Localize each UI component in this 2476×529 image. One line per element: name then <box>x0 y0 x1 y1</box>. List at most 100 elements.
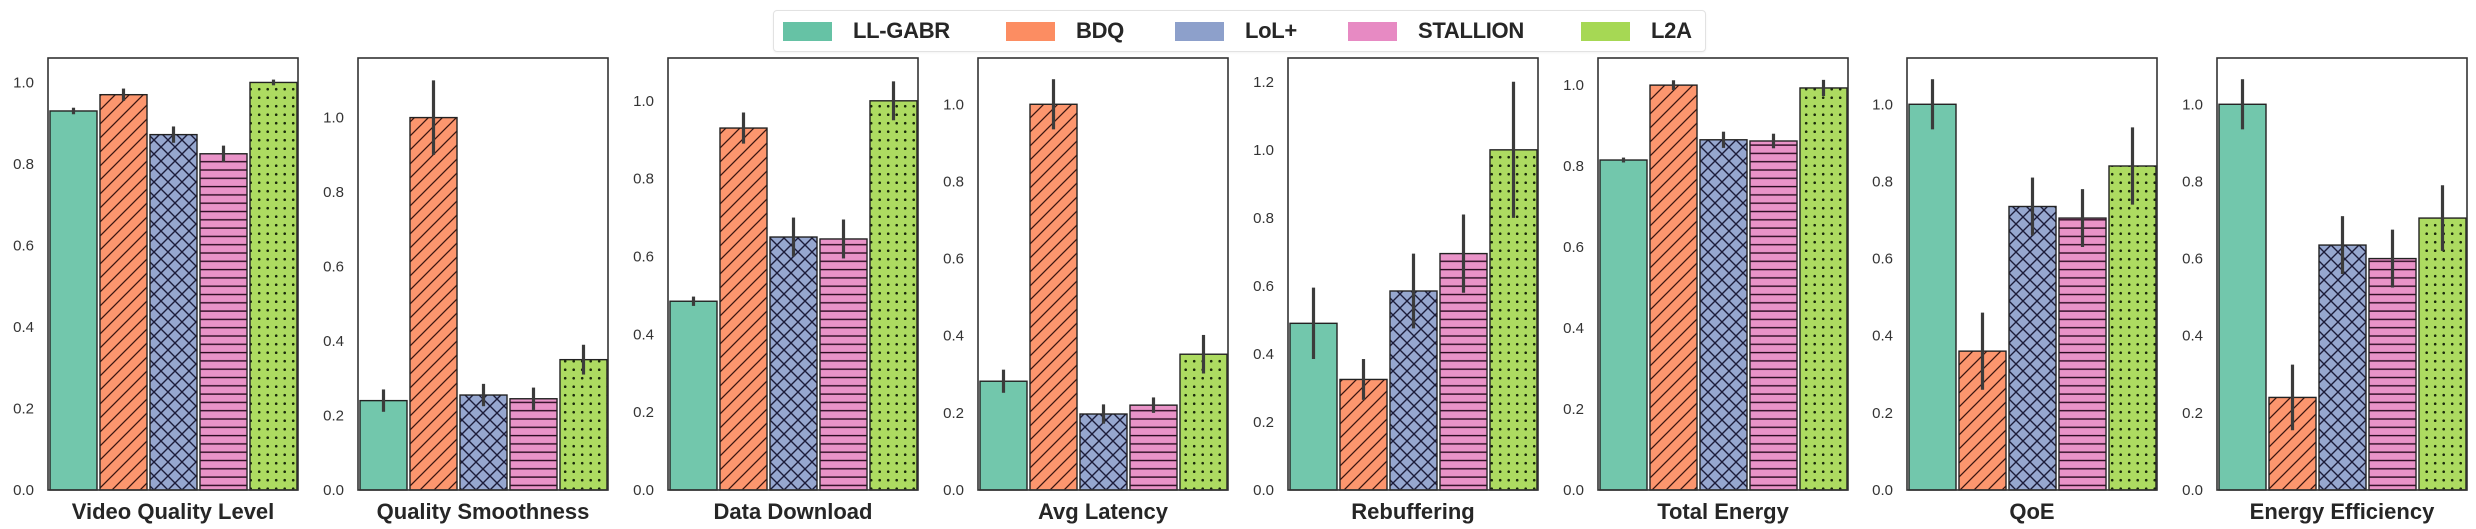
legend: LL-GABR BDQ LoL+ STALLION L2A <box>773 10 1706 52</box>
subplots: 0.0 0.2 0.4 0.6 0.8 1.0 Video Quality Level 0.0… <box>13 57 2468 524</box>
legend-swatch <box>1175 21 1224 41</box>
y-tick-label: 0.8 <box>2182 173 2203 190</box>
y-tick-label: 0.6 <box>2182 251 2203 268</box>
y-tick-label: 0.2 <box>1563 401 1584 418</box>
y-tick-label: 0.2 <box>633 404 654 421</box>
bar-hatch-bdq <box>1650 85 1697 490</box>
legend-label: LL-GABR <box>853 18 950 43</box>
y-tick-label: 0.4 <box>943 328 964 345</box>
y-tick-label: 0.4 <box>2182 328 2203 345</box>
y-tick-label: 0.6 <box>323 259 344 276</box>
y-tick-label: 0.6 <box>943 251 964 268</box>
y-tick-label: 0.6 <box>1563 239 1584 256</box>
axes-frame <box>1906 57 2158 491</box>
bar-hatch-stallion <box>2369 258 2416 490</box>
bar-hatch-l2a <box>250 82 297 491</box>
y-tick-label: 1.0 <box>1563 77 1584 94</box>
bar-hatch-stallion <box>1440 253 1487 490</box>
y-tick-label: 0.6 <box>13 237 34 254</box>
bar-hatch-stallion <box>510 398 557 490</box>
y-tick-label: 1.0 <box>1872 96 1893 113</box>
y-tick-label: 0.4 <box>323 333 344 350</box>
subplot-avg-latency: 0.0 0.2 0.4 0.6 0.8 1.0 Avg Latency <box>943 57 1229 524</box>
y-tick-label: 0.2 <box>323 408 344 425</box>
y-tick-label: 1.0 <box>2182 96 2203 113</box>
y-tick-label: 0.6 <box>633 248 654 265</box>
legend-item-bdq: BDQ <box>1006 11 1124 51</box>
bar-hatch-lol-plus <box>150 134 197 490</box>
y-tick-label: 1.0 <box>633 93 654 110</box>
bar-hatch-bdq <box>100 94 147 490</box>
legend-item-l2a: L2A <box>1581 11 1692 51</box>
bar-hatch-lol-plus <box>2009 206 2056 490</box>
bar-hatch-lol-plus <box>1080 414 1127 490</box>
bar-hatch-stallion <box>200 153 247 490</box>
subplot-total-energy: 0.0 0.2 0.4 0.6 0.8 1.0 Total Energy <box>1563 57 1849 524</box>
bar-hatch-stallion <box>820 238 867 490</box>
y-tick-label: 0.4 <box>13 319 34 336</box>
y-tick-label: 1.0 <box>1253 142 1274 159</box>
y-tick-label: 0.8 <box>1872 173 1893 190</box>
bar-hatch-l2a <box>560 359 607 490</box>
x-axis-label: Data Download <box>714 499 873 524</box>
bar-ll-gabr <box>1909 104 1956 491</box>
axes-frame <box>977 57 1229 491</box>
y-tick-label: 0.0 <box>1253 482 1274 499</box>
y-tick-label: 0.2 <box>1872 405 1893 422</box>
bar-hatch-lol-plus <box>770 237 817 490</box>
legend-label: BDQ <box>1076 18 1124 43</box>
y-tick-label: 0.0 <box>943 482 964 499</box>
y-tick-label: 0.0 <box>1872 482 1893 499</box>
subplot-data-download: 0.0 0.2 0.4 0.6 0.8 1.0 Data Download <box>633 57 919 524</box>
x-axis-label: Video Quality Level <box>72 499 275 524</box>
x-axis-label: Avg Latency <box>1038 499 1169 524</box>
bar-ll-gabr <box>1600 160 1647 490</box>
y-tick-label: 0.0 <box>1563 482 1584 499</box>
bar-hatch-bdq <box>720 128 767 490</box>
legend-label: LoL+ <box>1245 18 1297 43</box>
y-tick-label: 0.2 <box>2182 405 2203 422</box>
y-tick-label: 0.8 <box>13 156 34 173</box>
x-axis-label: Energy Efficiency <box>2250 499 2435 524</box>
x-axis-label: Total Energy <box>1657 499 1789 524</box>
bar-hatch-lol-plus <box>1700 139 1747 491</box>
bar-ll-gabr <box>360 400 407 490</box>
bar-hatch-bdq <box>1030 104 1077 491</box>
bar-hatch-lol-plus <box>2319 245 2366 490</box>
y-tick-label: 0.4 <box>1563 320 1584 337</box>
y-tick-label: 0.8 <box>943 173 964 190</box>
y-tick-label: 0.8 <box>323 184 344 201</box>
bar-hatch-stallion <box>1130 405 1177 490</box>
y-tick-label: 0.6 <box>1253 278 1274 295</box>
bar-hatch-l2a <box>1800 87 1847 491</box>
legend-item-lol-plus: LoL+ <box>1175 11 1297 51</box>
bar-ll-gabr <box>50 110 97 490</box>
bar-hatch-stallion <box>1750 140 1797 490</box>
axes-frame <box>1287 57 1539 491</box>
y-tick-label: 0.6 <box>1872 251 1893 268</box>
y-tick-label: 0.0 <box>633 482 654 499</box>
y-tick-label: 0.8 <box>1563 158 1584 175</box>
axes-frame <box>47 57 299 491</box>
y-tick-label: 1.0 <box>13 74 34 91</box>
y-tick-label: 0.8 <box>1253 210 1274 227</box>
bar-hatch-stallion <box>2059 218 2106 491</box>
subplot-energy-efficiency: 0.0 0.2 0.4 0.6 0.8 1.0 Energy Efficiency <box>2182 57 2468 524</box>
y-tick-label: 0.2 <box>943 405 964 422</box>
bar-ll-gabr <box>670 301 717 490</box>
bar-hatch-l2a <box>870 100 917 490</box>
bar-hatch-lol-plus <box>460 395 507 490</box>
y-tick-label: 1.2 <box>1253 74 1274 91</box>
legend-swatch <box>783 21 832 41</box>
legend-label: STALLION <box>1418 18 1524 43</box>
y-tick-label: 0.4 <box>1872 328 1893 345</box>
x-axis-label: Quality Smoothness <box>377 499 590 524</box>
y-tick-label: 0.2 <box>1253 414 1274 431</box>
legend-label: L2A <box>1651 18 1692 43</box>
y-tick-label: 0.8 <box>633 171 654 188</box>
subplot-qoe: 0.0 0.2 0.4 0.6 0.8 1.0 QoE <box>1872 57 2158 524</box>
x-axis-label: Rebuffering <box>1351 499 1474 524</box>
y-tick-label: 1.0 <box>943 96 964 113</box>
y-tick-label: 0.4 <box>633 326 654 343</box>
